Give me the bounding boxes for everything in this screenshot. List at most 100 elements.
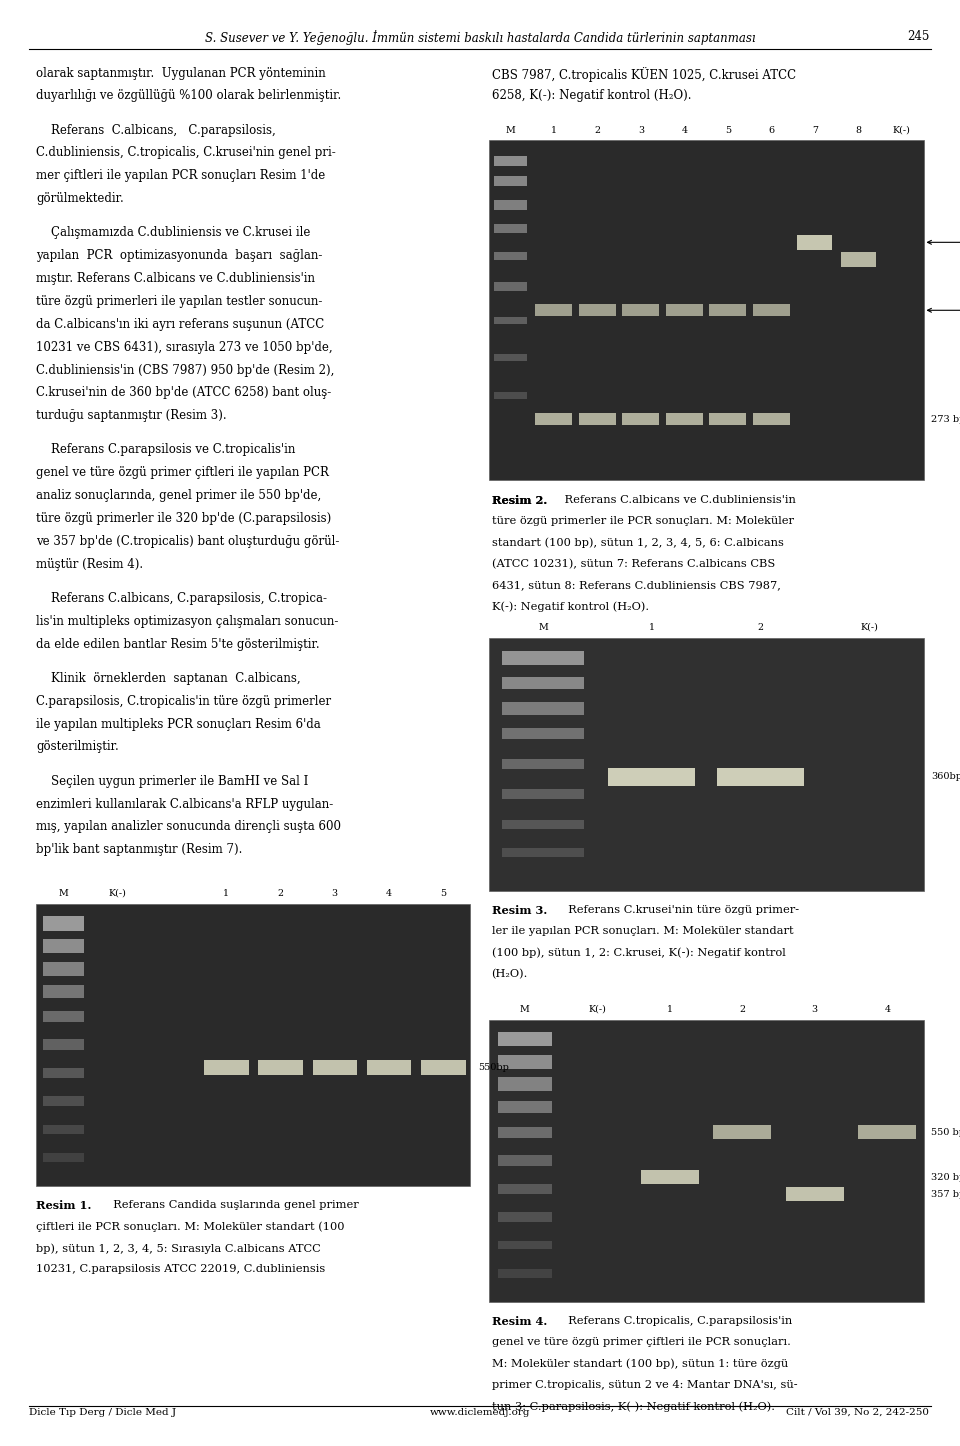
Bar — [579, 414, 616, 425]
Bar — [502, 820, 584, 829]
Text: (ATCC 10231), sütun 7: Referans C.albicans CBS: (ATCC 10231), sütun 7: Referans C.albica… — [492, 558, 775, 570]
Text: Resim 1.: Resim 1. — [36, 1200, 92, 1212]
Bar — [43, 1125, 84, 1134]
Bar — [497, 1241, 552, 1249]
Text: K(-): K(-) — [588, 1005, 607, 1014]
Text: Referans C.parapsilosis ve C.tropicalis'in: Referans C.parapsilosis ve C.tropicalis'… — [36, 444, 296, 457]
Bar — [43, 1154, 84, 1161]
Bar — [497, 1212, 552, 1222]
Text: (H₂O).: (H₂O). — [492, 969, 528, 979]
Text: S. Susever ve Y. Yeğenoğlu. İmmün sistemi baskılı hastalarda Candida türlerinin : S. Susever ve Y. Yeğenoğlu. İmmün sistem… — [204, 30, 756, 45]
Text: 5: 5 — [725, 126, 731, 134]
Text: Resim 4.: Resim 4. — [492, 1316, 547, 1327]
Text: 6: 6 — [768, 126, 775, 134]
Bar — [43, 1040, 84, 1050]
Bar — [494, 317, 527, 324]
Text: M: Moleküler standart (100 bp), sütun 1: türe özgü: M: Moleküler standart (100 bp), sütun 1:… — [492, 1359, 788, 1369]
Text: K(-): K(-) — [860, 623, 878, 632]
Text: da C.albicans'ın iki ayrı referans suşunun (ATCC: da C.albicans'ın iki ayrı referans suşun… — [36, 318, 324, 331]
Text: K(-): K(-) — [893, 126, 911, 134]
Text: ve 357 bp'de (C.tropicalis) bant oluşturduğu görül-: ve 357 bp'de (C.tropicalis) bant oluştur… — [36, 535, 340, 548]
Text: çiftleri ile PCR sonuçları. M: Moleküler standart (100: çiftleri ile PCR sonuçları. M: Moleküler… — [36, 1222, 345, 1232]
Text: da elde edilen bantlar Resim 5'te gösterilmiştir.: da elde edilen bantlar Resim 5'te göster… — [36, 638, 320, 651]
Text: 10231 ve CBS 6431), sırasıyla 273 ve 1050 bp'de,: 10231 ve CBS 6431), sırasıyla 273 ve 105… — [36, 341, 333, 354]
Bar — [43, 1096, 84, 1106]
Text: Dicle Tıp Derg / Dicle Med J: Dicle Tıp Derg / Dicle Med J — [29, 1408, 176, 1417]
Text: Çalışmamızda C.dubliniensis ve C.krusei ile: Çalışmamızda C.dubliniensis ve C.krusei … — [36, 227, 311, 240]
Text: 4: 4 — [884, 1005, 890, 1014]
Text: 1: 1 — [551, 126, 557, 134]
Bar — [489, 1019, 924, 1301]
Bar — [313, 1060, 357, 1074]
Bar — [666, 414, 703, 425]
Text: 6431, sütun 8: Referans C.dubliniensis CBS 7987,: 6431, sütun 8: Referans C.dubliniensis C… — [492, 580, 780, 590]
Bar — [489, 638, 924, 891]
Text: Referans  C.albicans,   C.parapsilosis,: Referans C.albicans, C.parapsilosis, — [36, 124, 276, 136]
Bar — [753, 414, 790, 425]
Text: 7: 7 — [812, 126, 818, 134]
Bar — [709, 414, 746, 425]
Bar — [536, 304, 572, 317]
Bar — [622, 304, 660, 317]
Text: 5: 5 — [441, 889, 446, 898]
Text: 6258, K(-): Negatif kontrol (H₂O).: 6258, K(-): Negatif kontrol (H₂O). — [492, 90, 691, 103]
Text: mış, yapılan analizler sonucunda dirençli suşta 600: mış, yapılan analizler sonucunda dirençl… — [36, 820, 342, 833]
Text: 2: 2 — [277, 889, 283, 898]
Text: Referans Candida suşlarında genel primer: Referans Candida suşlarında genel primer — [106, 1200, 358, 1210]
Text: Referans C.albicans, C.parapsilosis, C.tropica-: Referans C.albicans, C.parapsilosis, C.t… — [36, 591, 327, 604]
Text: 550bp: 550bp — [478, 1063, 509, 1071]
Bar — [502, 790, 584, 800]
Text: 950 bp: 950 bp — [927, 237, 960, 247]
Text: mer çiftleri ile yapılan PCR sonuçları Resim 1'de: mer çiftleri ile yapılan PCR sonuçları R… — [36, 169, 325, 182]
Text: primer C.tropicalis, sütun 2 ve 4: Mantar DNA'sı, sü-: primer C.tropicalis, sütun 2 ve 4: Manta… — [492, 1379, 797, 1390]
Bar — [43, 1069, 84, 1077]
Bar — [709, 304, 746, 317]
Bar — [497, 1270, 552, 1278]
Text: bp'lik bant saptanmıştır (Resim 7).: bp'lik bant saptanmıştır (Resim 7). — [36, 843, 243, 856]
Bar — [43, 985, 84, 998]
Bar — [494, 354, 527, 362]
Text: 4: 4 — [682, 126, 687, 134]
Text: 320 bp: 320 bp — [931, 1173, 960, 1181]
Bar — [494, 392, 527, 399]
Text: bp), sütun 1, 2, 3, 4, 5: Sırasıyla C.albicans ATCC: bp), sütun 1, 2, 3, 4, 5: Sırasıyla C.al… — [36, 1244, 322, 1254]
Text: CBS 7987, C.tropicalis KÜEN 1025, C.krusei ATCC: CBS 7987, C.tropicalis KÜEN 1025, C.krus… — [492, 67, 796, 81]
Text: Klinik  örneklerden  saptanan  C.albicans,: Klinik örneklerden saptanan C.albicans, — [36, 672, 301, 685]
Text: 273 bp: 273 bp — [931, 415, 960, 424]
Text: yapılan  PCR  optimizasyonunda  başarı  sağlan-: yapılan PCR optimizasyonunda başarı sağl… — [36, 249, 323, 262]
Bar — [497, 1054, 552, 1069]
Bar — [502, 759, 584, 769]
Text: lis'in multipleks optimizasyon çalışmaları sonucun-: lis'in multipleks optimizasyon çalışmala… — [36, 615, 339, 628]
Bar — [798, 234, 832, 250]
Text: 4: 4 — [386, 889, 392, 898]
Bar — [622, 414, 660, 425]
Bar — [497, 1032, 552, 1047]
Text: türe özgü primerler ile PCR sonuçları. M: Moleküler: türe özgü primerler ile PCR sonuçları. M… — [492, 516, 794, 526]
Text: 1: 1 — [224, 889, 229, 898]
Text: K(-): K(-) — [108, 889, 127, 898]
Bar — [502, 849, 584, 857]
Text: Resim 3.: Resim 3. — [492, 905, 547, 915]
Bar — [36, 904, 470, 1186]
Bar — [502, 703, 584, 714]
Bar — [841, 252, 876, 268]
Bar — [579, 304, 616, 317]
Text: 8: 8 — [855, 126, 861, 134]
Text: Seçilen uygun primerler ile BamHI ve Sal I: Seçilen uygun primerler ile BamHI ve Sal… — [36, 775, 309, 788]
Text: tun 3: C.parapsilosis, K(-): Negatif kontrol (H₂O).: tun 3: C.parapsilosis, K(-): Negatif kon… — [492, 1401, 775, 1413]
Bar — [258, 1060, 302, 1074]
Text: mıştır. Referans C.albicans ve C.dubliniensis'in: mıştır. Referans C.albicans ve C.dublini… — [36, 272, 316, 285]
Text: 1050 bp: 1050 bp — [927, 305, 960, 315]
Bar — [494, 282, 527, 291]
Bar — [666, 304, 703, 317]
Text: turduğu saptanmıştır (Resim 3).: turduğu saptanmıştır (Resim 3). — [36, 409, 228, 422]
Text: gösterilmiştir.: gösterilmiştir. — [36, 740, 119, 753]
Bar — [43, 938, 84, 953]
Bar — [367, 1060, 411, 1074]
Bar — [753, 304, 790, 317]
Text: Resim 2.: Resim 2. — [492, 495, 547, 506]
Bar — [717, 768, 804, 785]
Bar — [43, 1011, 84, 1022]
Bar — [497, 1184, 552, 1193]
Text: 360bp: 360bp — [931, 772, 960, 781]
